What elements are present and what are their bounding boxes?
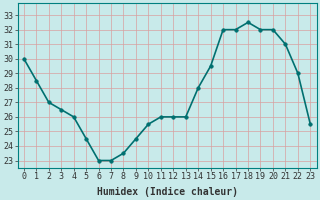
X-axis label: Humidex (Indice chaleur): Humidex (Indice chaleur): [97, 186, 237, 197]
